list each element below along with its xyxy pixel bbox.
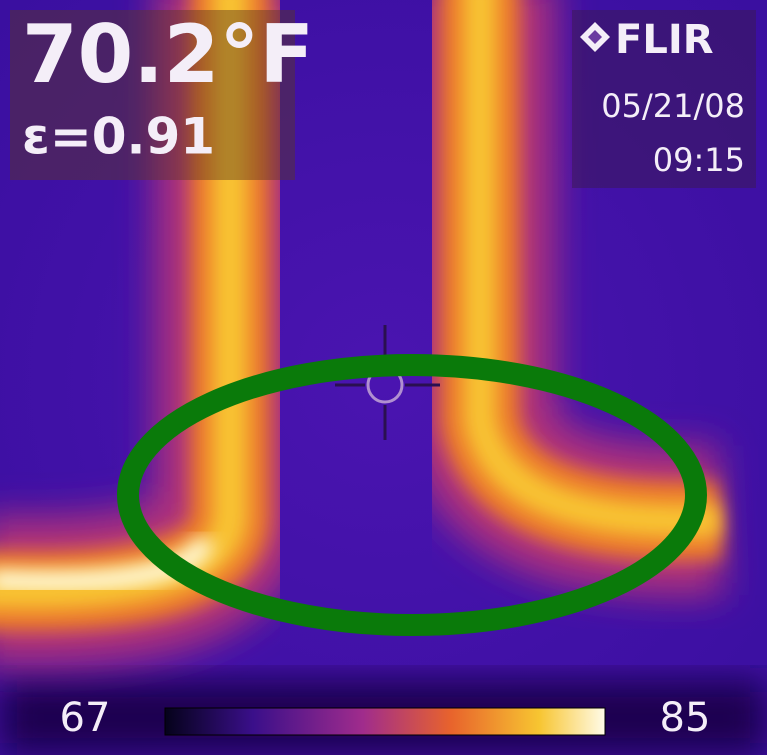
- date: 05/21/08: [601, 87, 745, 125]
- brand: FLIR: [615, 17, 714, 63]
- brand-logo: [580, 22, 610, 52]
- time: 09:15: [653, 141, 745, 179]
- highlight-ellipse: [117, 354, 707, 636]
- reading-panel: [10, 10, 295, 180]
- color-scale: [164, 707, 606, 736]
- emissivity: ε=0.91: [22, 108, 215, 166]
- temperature: 70.2°F: [22, 8, 314, 101]
- scale-max: 85: [660, 695, 711, 741]
- scale-min: 67: [60, 695, 111, 741]
